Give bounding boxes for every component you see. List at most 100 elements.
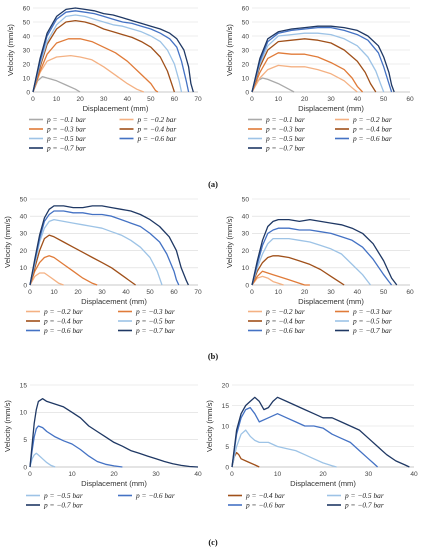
series-line <box>251 26 393 93</box>
legend-item-label: p = −0.7 bar <box>265 144 305 153</box>
legend-item-label: p = −0.2 bar <box>43 307 83 316</box>
legend-item-label: p = −0.7 bar <box>352 326 392 335</box>
x-axis-label: Displacement (mm) <box>83 104 149 113</box>
y-tick-label: 0 <box>245 282 249 289</box>
series-line <box>32 19 176 93</box>
x-tick-label: 20 <box>319 471 327 478</box>
legend-item-label: p = −0.2 bar <box>137 115 177 124</box>
legend-item-label: p = −0.5 bar <box>352 317 392 326</box>
legend-item-label: p = −0.2 bar <box>352 115 392 124</box>
panel-label-c: (c) <box>208 538 218 547</box>
chart-a-left: 0 10 20 30 40 50 60 0 10 20 30 40 50 60 70 Displacement… <box>6 5 202 152</box>
y-tick-label: 40 <box>242 214 250 221</box>
legend-item-label: p = −0.6 bar <box>352 134 392 143</box>
y-tick-label: 0 <box>26 89 30 96</box>
legend-item-label: p = −0.3 bar <box>265 125 305 134</box>
y-tick-label: 10 <box>20 410 28 417</box>
chart-c-left: 0 5 10 15 0 10 20 30 40 Displacement (mm) Velocity… <box>3 382 202 509</box>
y-tick-label: 5 <box>23 437 27 444</box>
x-tick-label: 0 <box>230 471 234 478</box>
x-tick-label: 40 <box>410 471 418 478</box>
x-tick-label: 40 <box>194 471 202 478</box>
y-tick-label: 10 <box>242 265 250 272</box>
x-tick-label: 10 <box>275 96 283 103</box>
series-line <box>231 429 337 468</box>
y-tick-label: 60 <box>242 5 250 12</box>
series-line <box>29 218 163 286</box>
x-axis-label: Displacement (mm) <box>81 479 147 488</box>
legend-item-label: p = −0.6 bar <box>43 326 83 335</box>
x-tick-label: 30 <box>98 289 106 296</box>
series-line <box>32 38 159 93</box>
series-line <box>29 452 56 468</box>
series-line <box>29 272 64 286</box>
x-tick-label: 20 <box>74 289 82 296</box>
y-tick-label: 40 <box>20 214 28 221</box>
x-axis-label: Displacement (mm) <box>298 104 364 113</box>
legend-item-label: p = −0.6 bar <box>135 491 175 500</box>
legend-item-label: p = −0.3 bar <box>46 125 86 134</box>
y-axis-label: Velocity (mm/s) <box>205 400 214 452</box>
series-line <box>251 38 377 93</box>
series-line <box>231 396 410 468</box>
y-tick-label: 20 <box>242 248 250 255</box>
x-tick-label: 50 <box>380 96 388 103</box>
x-tick-label: 10 <box>53 96 61 103</box>
x-tick-label: 20 <box>76 96 84 103</box>
y-tick-label: 0 <box>225 464 229 471</box>
y-tick-label: 30 <box>242 231 250 238</box>
series-line <box>251 52 364 93</box>
series-line <box>29 425 123 468</box>
x-tick-label: 30 <box>152 471 160 478</box>
x-tick-label: 20 <box>301 96 309 103</box>
series-line <box>251 237 372 286</box>
series-line <box>29 210 180 286</box>
x-tick-label: 60 <box>406 96 414 103</box>
x-tick-label: 0 <box>28 289 32 296</box>
x-tick-label: 70 <box>194 96 202 103</box>
x-tick-label: 20 <box>301 289 309 296</box>
y-axis-label: Velocity (mm/s) <box>225 24 234 76</box>
x-tick-label: 60 <box>171 96 179 103</box>
y-tick-label: 20 <box>20 248 28 255</box>
series-line <box>251 32 385 93</box>
legend-item-label: p = −0.6 bar <box>245 501 285 510</box>
legend-item-label: p = −0.7 bar <box>135 326 175 335</box>
legend-item-label: p = −0.1 bar <box>265 115 305 124</box>
legend-item-label: p = −0.4 bar <box>352 125 392 134</box>
y-tick-label: 40 <box>242 33 250 40</box>
legend-item-label: p = −0.6 bar <box>137 134 177 143</box>
legend-item-label: p = −0.4 bar <box>43 317 83 326</box>
y-tick-label: 15 <box>20 382 28 389</box>
x-tick-label: 70 <box>194 289 202 296</box>
series-line <box>251 255 345 286</box>
legend-item-label: p = −0.5 bar <box>344 491 384 500</box>
y-tick-label: 5 <box>225 444 229 451</box>
chart-b-right: 0 10 20 30 40 50 0 10 20 30 40 50 60 Displacement (mm… <box>225 196 414 335</box>
y-axis-label: Velocity (mm/s) <box>6 24 15 76</box>
series-line <box>32 7 194 93</box>
y-tick-label: 30 <box>20 231 28 238</box>
series-line <box>32 54 145 93</box>
legend-item-label: p = −0.6 bar <box>265 326 305 335</box>
y-tick-label: 20 <box>222 382 230 389</box>
legend-item-label: p = −0.7 bar <box>43 501 83 510</box>
series-line <box>251 25 395 93</box>
x-axis-label: Displacement (mm) <box>298 297 364 306</box>
series-line <box>32 14 183 93</box>
x-tick-label: 30 <box>327 289 335 296</box>
x-tick-label: 0 <box>250 289 254 296</box>
y-tick-label: 50 <box>20 196 28 203</box>
y-tick-label: 50 <box>242 19 250 26</box>
x-tick-label: 60 <box>406 289 414 296</box>
x-tick-label: 10 <box>50 289 58 296</box>
legend-item-label: p = −0.5 bar <box>265 134 305 143</box>
y-tick-label: 10 <box>242 75 250 82</box>
series-line <box>32 75 81 93</box>
y-tick-label: 10 <box>20 265 28 272</box>
x-tick-label: 60 <box>170 289 178 296</box>
x-tick-label: 0 <box>28 471 32 478</box>
x-axis-label: Displacement (mm) <box>81 297 147 306</box>
y-tick-label: 10 <box>23 75 31 82</box>
